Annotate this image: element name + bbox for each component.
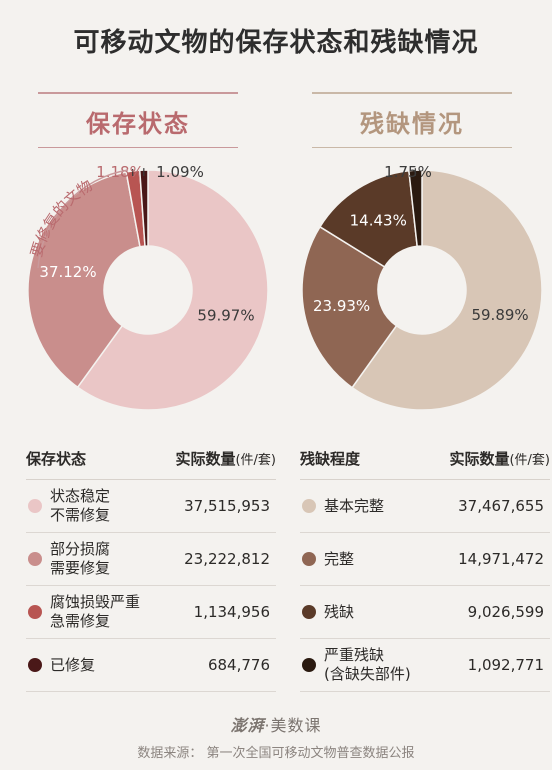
legend-swatch	[28, 605, 42, 619]
logo-mark: 澎湃	[230, 716, 265, 735]
table-row: 状态稳定 不需修复 37,515,953	[26, 480, 276, 533]
table-row: 基本完整 37,467,655	[300, 480, 550, 533]
donut-slice	[351, 169, 543, 411]
row-value: 1,092,771	[467, 656, 544, 674]
table-row: 严重残缺 (含缺失部件) 1,092,771	[300, 639, 550, 692]
annotation-arc	[37, 169, 129, 269]
column-header-degree: 残缺程度	[300, 450, 361, 468]
donut-slice	[27, 171, 141, 389]
legend-swatch	[302, 499, 316, 513]
percent-label: 14.43%	[350, 212, 407, 230]
percent-label: 23.93%	[313, 297, 370, 315]
table-header: 残缺程度 实际数量(件/套)	[300, 448, 550, 480]
row-category: 部分损腐 需要修复	[50, 540, 111, 577]
divider	[312, 92, 512, 94]
row-value: 14,971,472	[458, 550, 544, 568]
row-category: 基本完整	[324, 496, 385, 515]
row-value: 684,776	[207, 656, 270, 674]
percent-label: 1.75%	[384, 163, 432, 181]
legend-swatch	[302, 605, 316, 619]
donut-slice	[408, 169, 423, 248]
row-value: 9,026,599	[467, 603, 544, 621]
table-row: 残缺 9,026,599	[300, 586, 550, 639]
row-category: 严重残缺 (含缺失部件)	[324, 646, 411, 683]
row-value: 1,134,956	[193, 603, 270, 621]
percent-label: 37.12%	[39, 263, 96, 281]
divider	[312, 147, 512, 148]
table-row: 完整 14,971,472	[300, 533, 550, 586]
legend-swatch	[28, 552, 42, 566]
preservation-table: 保存状态 实际数量(件/套) 状态稳定 不需修复 37,515,953 部分损腐 需…	[26, 448, 276, 692]
section-heading-damage: 残缺情况	[292, 92, 532, 148]
donut-slice	[76, 169, 269, 411]
donut-slice	[301, 225, 398, 389]
donut-slice	[138, 169, 149, 247]
logo-text: ·美数课	[264, 716, 322, 735]
preservation-donut-chart: 59.97%37.12%1.18% 1.09% 要修复的文物	[27, 163, 269, 411]
percent-label: 59.89%	[471, 306, 528, 324]
divider	[38, 92, 238, 94]
table-row: 已修复 684,776	[26, 639, 276, 692]
row-value: 37,515,953	[184, 497, 270, 515]
row-value: 23,222,812	[184, 550, 270, 568]
row-category: 腐蚀损毁严重 急需修复	[50, 593, 141, 630]
legend-swatch	[28, 658, 42, 672]
damage-donut-chart: 59.89% 23.93% 14.43% 1.75%	[301, 163, 543, 411]
row-value: 37,467,655	[458, 497, 544, 515]
percent-label: 59.97%	[197, 306, 254, 324]
column-header-count: 实际数量(件/套)	[449, 450, 550, 468]
column-header-count: 实际数量(件/套)	[175, 450, 276, 468]
row-category: 残缺	[324, 602, 355, 621]
table-row: 腐蚀损毁严重 急需修复 1,134,956	[26, 586, 276, 639]
damage-table: 残缺程度 实际数量(件/套) 基本完整 37,467,655 完整 14,971,47…	[300, 448, 550, 692]
section-heading-preservation: 保存状态	[18, 92, 258, 148]
row-category: 已修复	[50, 655, 96, 674]
data-source: 数据来源： 第一次全国可移动文物普查数据公报	[137, 746, 415, 761]
legend-swatch	[302, 552, 316, 566]
legend-swatch	[302, 658, 316, 672]
row-category: 状态稳定 不需修复	[50, 487, 111, 524]
divider	[38, 147, 238, 148]
brand-logo: 澎湃·美数课	[0, 712, 552, 736]
row-category: 完整	[324, 549, 355, 568]
section-title: 残缺情况	[360, 110, 464, 138]
legend-swatch	[28, 499, 42, 513]
section-title: 保存状态	[86, 110, 190, 138]
page-title: 可移动文物的保存状态和残缺情况	[73, 28, 479, 58]
column-header-status: 保存状态	[26, 450, 87, 468]
percent-label: 1.09%	[156, 163, 204, 181]
table-row: 部分损腐 需要修复 23,222,812	[26, 533, 276, 586]
table-header: 保存状态 实际数量(件/套)	[26, 448, 276, 480]
